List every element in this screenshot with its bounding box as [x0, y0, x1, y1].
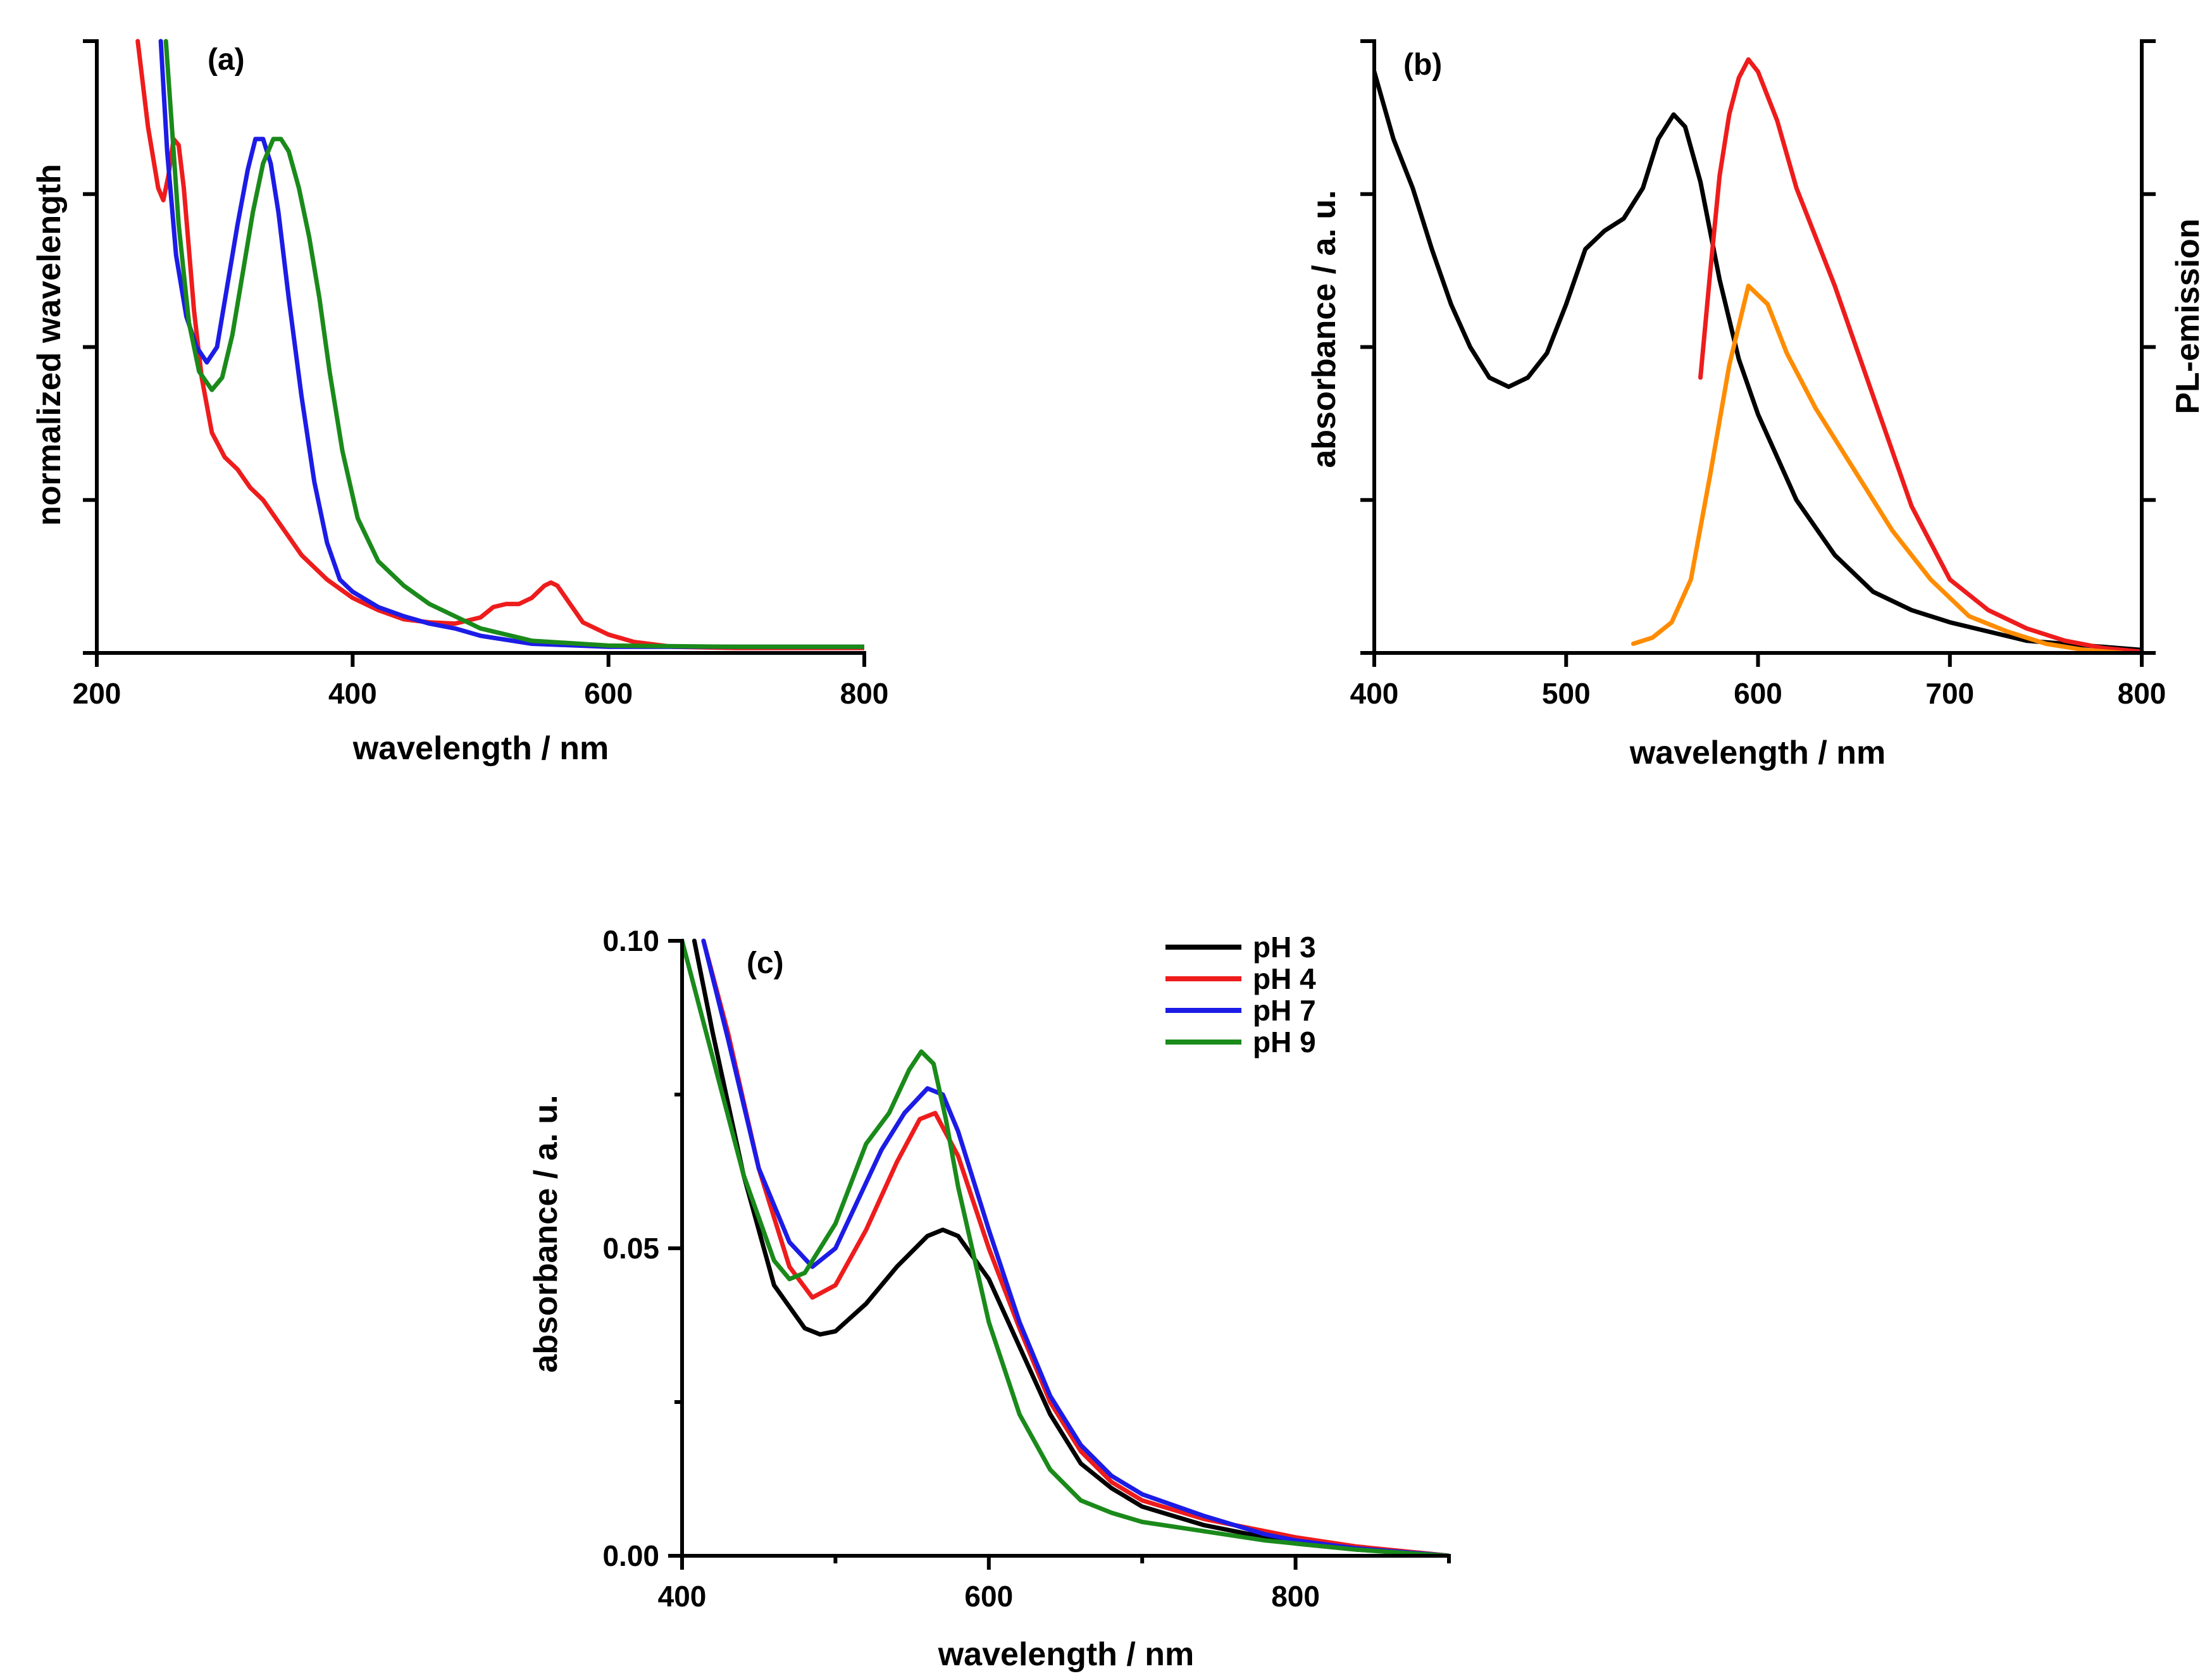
- series-group-b: [1374, 57, 2142, 653]
- series-line-ph-7: [701, 938, 1449, 1556]
- series-line-blue: [158, 39, 864, 649]
- x-tick-label: 600: [1734, 677, 1782, 710]
- x-tick-label: 600: [964, 1580, 1013, 1613]
- y-tick-label: 0.10: [602, 924, 659, 957]
- series-line-ph-4: [701, 938, 1449, 1556]
- panel-c: (c) 400 600 800 0.00 0.05 0.10 wavelength / n…: [528, 924, 1451, 1673]
- legend-label: pH 7: [1253, 994, 1316, 1027]
- x-tick-label: 600: [584, 677, 633, 710]
- legend-c: pH 3pH 4pH 7pH 9: [1165, 931, 1316, 1058]
- y-axis-title-a: normalized wavelength: [31, 164, 68, 526]
- y-axis-title-b: absorbance / a. u.: [1306, 190, 1343, 468]
- legend-label: pH 3: [1253, 931, 1316, 964]
- legend-label: pH 9: [1253, 1026, 1316, 1058]
- x-tick-label: 800: [1271, 1580, 1320, 1613]
- y-tick-label: 0.00: [602, 1539, 659, 1572]
- panel-a: (a) 200 400 600 800 wavelength / nm normali…: [31, 39, 889, 767]
- series-line-ph-9: [682, 938, 1449, 1556]
- panel-b: (b) 400 500 600 700 800 wavelength / nm abso…: [1306, 39, 2206, 771]
- panel-label-b: (b): [1403, 48, 1442, 82]
- panel-label-c: (c): [747, 947, 784, 980]
- x-tick-label: 500: [1542, 677, 1591, 710]
- panel-label-a: (a): [208, 43, 245, 77]
- y-axis-title-right-b: PL-emission: [2170, 218, 2206, 414]
- ticks-c: 400 600 800 0.00 0.05 0.10: [602, 924, 1451, 1613]
- series-line-absorbance: [1374, 69, 2142, 652]
- series-line-pl-emission-orange: [1631, 283, 2125, 653]
- x-axis-title-c: wavelength / nm: [938, 1636, 1195, 1673]
- ticks-a: 200 400 600 800: [73, 39, 889, 710]
- series-line-red: [135, 39, 864, 650]
- x-tick-label: 800: [2118, 677, 2166, 710]
- x-tick-label: 800: [840, 677, 889, 710]
- y-tick-label: 0.05: [602, 1232, 659, 1265]
- series-line-pl-emission-red: [1698, 57, 2142, 653]
- series-group-c: [682, 938, 1449, 1556]
- series-group-a: [135, 39, 864, 650]
- legend-label: pH 4: [1253, 962, 1316, 995]
- y-axis-title-c: absorbance / a. u.: [528, 1095, 564, 1372]
- x-axis-title-a: wavelength / nm: [352, 730, 609, 767]
- x-tick-label: 400: [1350, 677, 1399, 710]
- series-line-green: [163, 39, 864, 649]
- x-tick-label: 700: [1925, 677, 1974, 710]
- x-tick-label: 400: [658, 1580, 707, 1613]
- series-line-ph-3: [692, 938, 1449, 1556]
- x-tick-label: 400: [328, 677, 377, 710]
- x-axis-title-b: wavelength / nm: [1629, 735, 1886, 771]
- ticks-b: 400 500 600 700 800: [1350, 39, 2166, 710]
- x-tick-label: 200: [73, 677, 121, 710]
